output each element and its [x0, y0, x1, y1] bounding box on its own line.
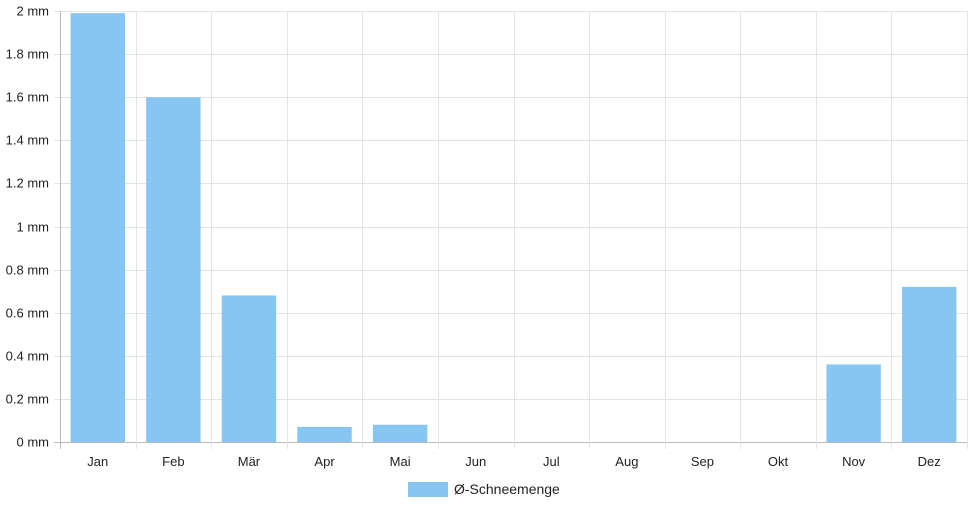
- gridlines: [54, 11, 968, 449]
- x-tick-label: Feb: [162, 454, 184, 469]
- x-tick-label: Jul: [543, 454, 560, 469]
- bar-mai[interactable]: [372, 424, 428, 442]
- y-tick-label: 1.6 mm: [6, 90, 49, 105]
- x-tick-label: Mär: [238, 454, 261, 469]
- x-tick-label: Okt: [768, 454, 789, 469]
- y-tick-label: 0.4 mm: [6, 349, 49, 364]
- x-tick-label: Nov: [842, 454, 866, 469]
- x-tick-label: Sep: [691, 454, 714, 469]
- bar-apr[interactable]: [297, 426, 352, 442]
- y-tick-label: 0.2 mm: [6, 392, 49, 407]
- y-tick-label: 1 mm: [17, 220, 50, 235]
- x-tick-label: Apr: [314, 454, 335, 469]
- y-axis-tick-labels: 0 mm 0.2 mm 0.4 mm 0.6 mm 0.8 mm 1 mm 1.2 mm 1.…: [6, 4, 49, 450]
- y-tick-label: 2 mm: [17, 4, 50, 19]
- y-tick-label: 0.8 mm: [6, 263, 49, 278]
- bar-feb[interactable]: [146, 97, 201, 442]
- bar-mär[interactable]: [221, 295, 277, 442]
- bar-nov[interactable]: [826, 364, 881, 442]
- y-tick-label: 1.4 mm: [6, 133, 49, 148]
- y-tick-label: 1.2 mm: [6, 176, 49, 191]
- x-tick-label: Jan: [87, 454, 108, 469]
- y-tick-label: 1.8 mm: [6, 47, 49, 62]
- legend-swatch: [408, 482, 448, 497]
- x-tick-label: Dez: [918, 454, 941, 469]
- bar-dez[interactable]: [901, 286, 957, 442]
- bars: [70, 13, 957, 443]
- bar-jan[interactable]: [70, 13, 126, 443]
- x-tick-label: Mai: [390, 454, 411, 469]
- x-axis-tick-labels: Jan Feb Mär Apr Mai Jun Jul Aug Sep Okt Nov Dez: [87, 454, 940, 469]
- y-tick-label: 0.6 mm: [6, 306, 49, 321]
- legend[interactable]: Ø-Schneemenge: [408, 481, 560, 497]
- y-tick-label: 0 mm: [17, 435, 50, 450]
- x-tick-label: Jun: [465, 454, 486, 469]
- x-tick-label: Aug: [615, 454, 638, 469]
- legend-label: Ø-Schneemenge: [454, 481, 560, 497]
